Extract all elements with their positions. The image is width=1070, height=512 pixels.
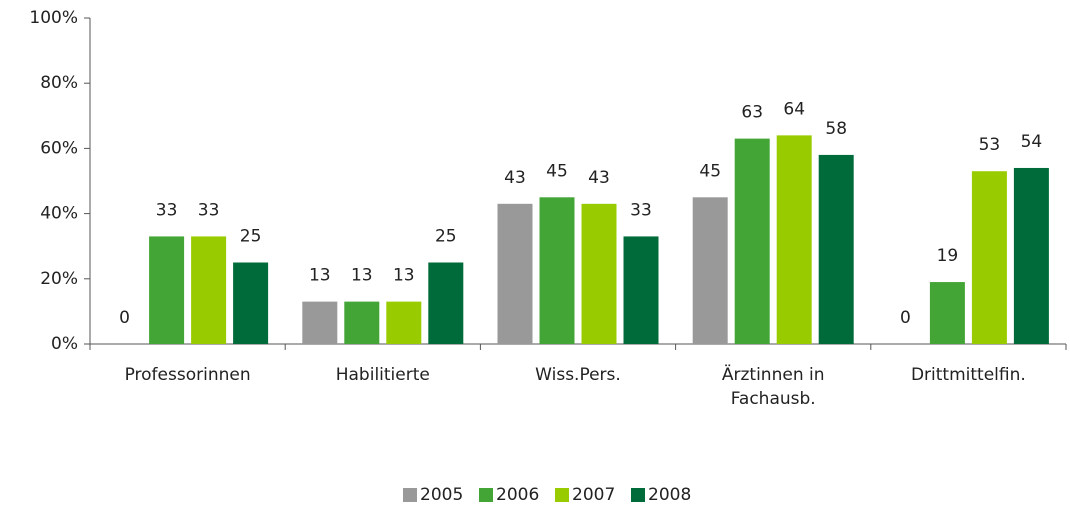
- bar: [428, 262, 464, 344]
- x-tick-label: Ärztinnen in Fachausb.: [721, 365, 825, 409]
- bar: [149, 236, 185, 344]
- value-label: 54: [1021, 132, 1043, 152]
- bar: [233, 262, 269, 344]
- y-tick-label: 100%: [29, 8, 78, 28]
- bar: [734, 138, 770, 344]
- value-label: 13: [351, 266, 373, 286]
- legend-label: 2006: [496, 485, 539, 505]
- bar: [191, 236, 227, 344]
- x-tick-label: Drittmittelfin.: [910, 365, 1026, 385]
- value-label: 0: [119, 308, 130, 328]
- x-tick-label: Wiss.Pers.: [535, 365, 621, 385]
- bar: [386, 301, 422, 344]
- y-tick-label: 0%: [51, 334, 78, 354]
- legend-swatch: [555, 488, 569, 502]
- value-label: 43: [588, 168, 610, 188]
- bar: [344, 301, 380, 344]
- y-tick-label: 80%: [40, 73, 78, 93]
- bar: [539, 197, 575, 344]
- y-tick-label: 20%: [40, 269, 78, 289]
- value-label: 45: [546, 161, 568, 181]
- value-label: 13: [393, 266, 415, 286]
- value-label: 25: [435, 227, 457, 247]
- value-label: 19: [937, 246, 959, 266]
- value-label: 33: [198, 200, 220, 220]
- bar: [1013, 167, 1049, 344]
- value-label: 64: [783, 99, 805, 119]
- y-tick-label: 40%: [40, 204, 78, 224]
- bar: [971, 171, 1007, 344]
- bar: [581, 203, 617, 344]
- bar: [623, 236, 659, 344]
- legend-label: 2007: [572, 485, 615, 505]
- bar: [818, 154, 854, 344]
- x-tick-label: Habilitierte: [335, 365, 430, 385]
- value-label: 0: [900, 308, 911, 328]
- value-label: 43: [504, 168, 526, 188]
- legend-swatch: [403, 488, 417, 502]
- bar: [497, 203, 533, 344]
- legend-swatch: [479, 488, 493, 502]
- value-label: 13: [309, 266, 331, 286]
- legend-swatch: [631, 488, 645, 502]
- bar: [302, 301, 338, 344]
- legend-label: 2008: [648, 485, 691, 505]
- value-label: 63: [741, 103, 763, 123]
- bar: [929, 282, 965, 344]
- y-tick-label: 60%: [40, 138, 78, 158]
- legend-label: 2005: [420, 485, 463, 505]
- value-label: 33: [630, 200, 652, 220]
- value-label: 45: [699, 161, 721, 181]
- x-tick-label: Professorinnen: [124, 365, 251, 385]
- bar: [692, 197, 728, 344]
- value-label: 25: [240, 227, 262, 247]
- value-label: 53: [979, 135, 1001, 155]
- bar: [776, 135, 812, 344]
- value-label: 33: [156, 200, 178, 220]
- value-label: 58: [825, 119, 847, 139]
